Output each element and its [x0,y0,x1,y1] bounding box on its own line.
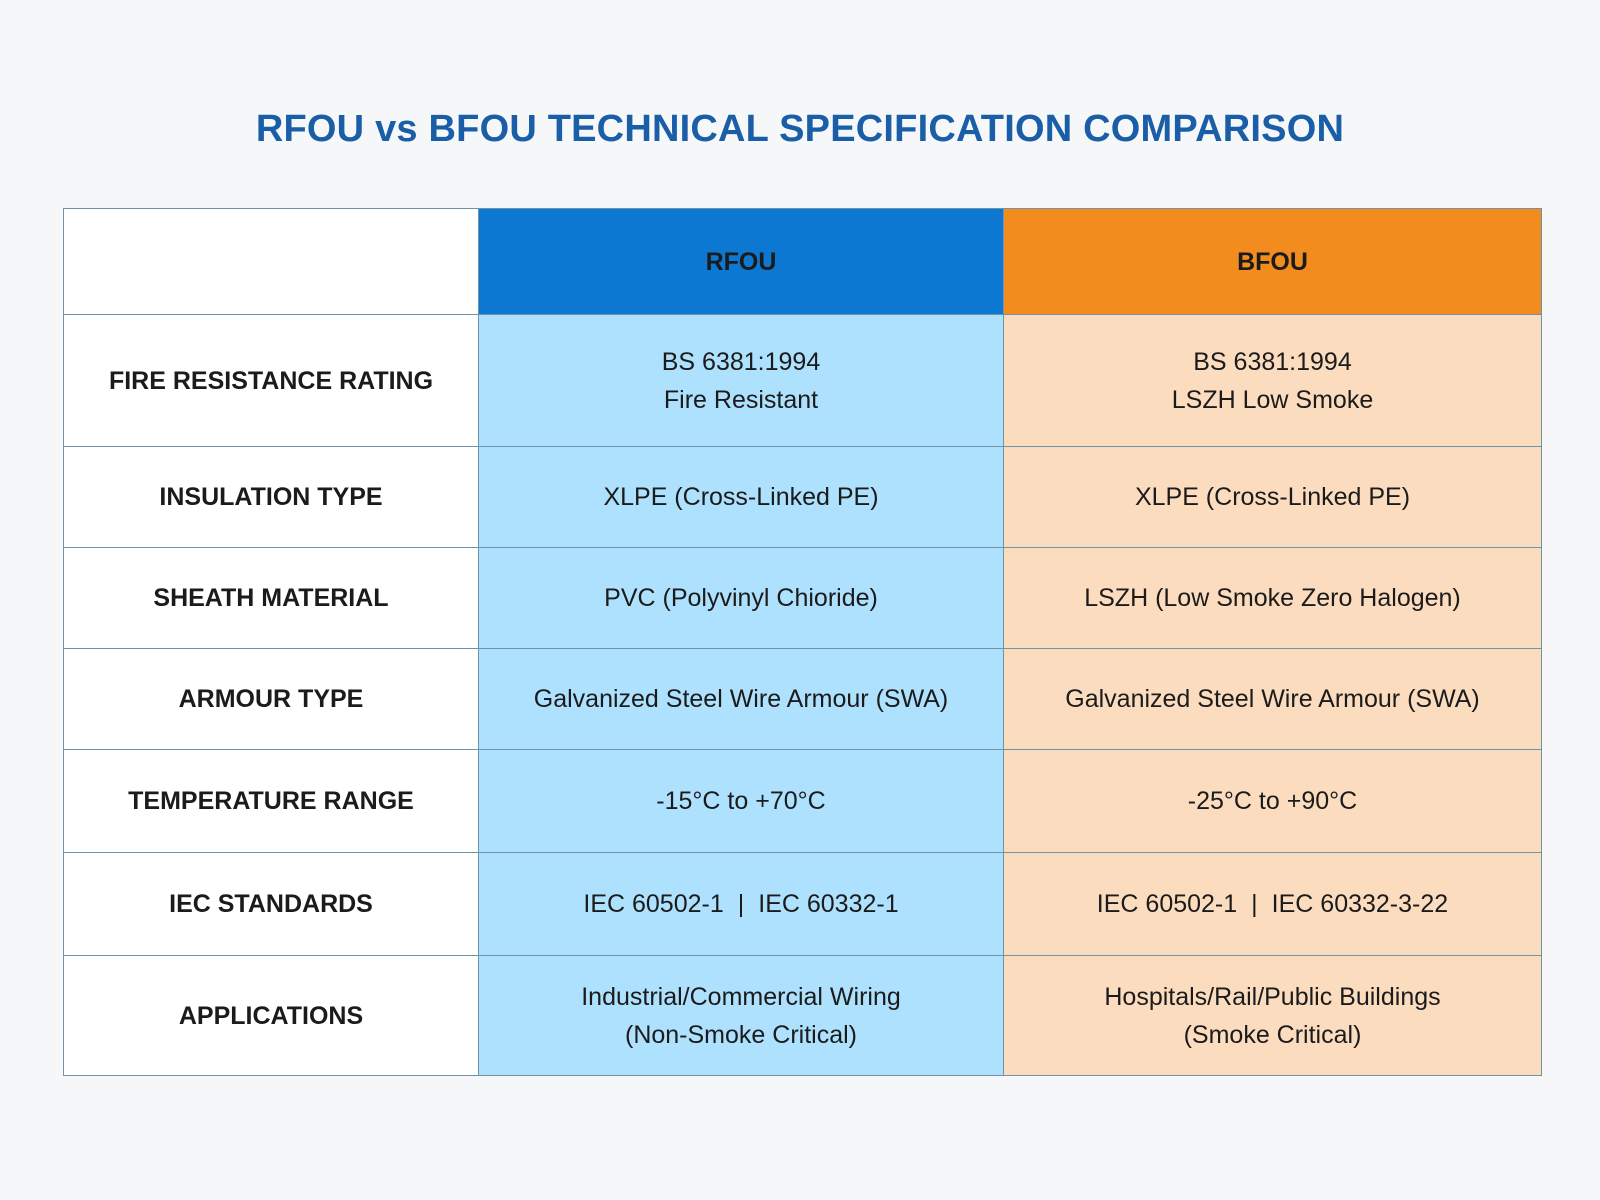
rfou-fire-standard: BS 6381:1994 [661,347,821,376]
bfou-iec-standard-2: IEC 60332-3-22 [1271,890,1449,918]
bfou-application-note: (Smoke Critical) [1183,1020,1362,1049]
rfou-application-primary: Industrial/Commercial Wiring [581,982,901,1011]
table-row-fire-resistance: FIRE RESISTANCE RATING BS 6381:1994 Fire… [63,314,1542,447]
table-row-temperature-range: TEMPERATURE RANGE -15°C to +70°C -25°C t… [63,749,1542,853]
rfou-cell-temperature-range: -15°C to +70°C [478,749,1004,853]
table-row-iec-standards: IEC STANDARDS IEC 60502-1 | IEC 60332-1 IE… [63,852,1542,956]
bfou-application-primary: Hospitals/Rail/Public Buildings [1104,982,1441,1011]
rfou-cell-insulation-type: XLPE (Cross-Linked PE) [478,446,1004,548]
rfou-cell-sheath-material: PVC (Polyvinyl Chioride) [478,547,1004,649]
table-row-applications: APPLICATIONS Industrial/Commercial Wirin… [63,955,1542,1076]
header-corner-cell [63,208,479,315]
rfou-cell-iec-standards: IEC 60502-1 | IEC 60332-1 [478,852,1004,956]
rfou-cell-applications: Industrial/Commercial Wiring (Non-Smoke … [478,955,1004,1076]
page-title: RFOU vs BFOU TECHNICAL SPECIFICATION COM… [255,108,1345,150]
bfou-fire-standard: BS 6381:1994 [1193,347,1352,376]
bfou-cell-applications: Hospitals/Rail/Public Buildings (Smoke C… [1003,955,1542,1076]
rfou-cell-armour-type: Galvanized Steel Wire Armour (SWA) [478,648,1004,750]
bfou-armour-value: Galvanized Steel Wire Armour (SWA) [1065,685,1480,713]
bfou-header: BFOU [1003,208,1542,315]
table-row-insulation-type: INSULATION TYPE XLPE (Cross-Linked PE) X… [63,446,1542,548]
rfou-iec-separator: | [737,890,745,918]
rfou-iec-standard-1: IEC 60502-1 [583,890,724,918]
bfou-iec-standard-1: IEC 60502-1 [1096,890,1238,918]
table-row-armour-type: ARMOUR TYPE Galvanized Steel Wire Armour… [63,648,1542,750]
bfou-cell-fire-resistance: BS 6381:1994 LSZH Low Smoke [1003,314,1542,447]
bfou-sheath-value: LSZH (Low Smoke Zero Halogen) [1084,584,1461,612]
rfou-insulation-value: XLPE (Cross-Linked PE) [603,483,879,511]
bfou-cell-temperature-range: -25°C to +90°C [1003,749,1542,853]
rfou-sheath-value: PVC (Polyvinyl Chioride) [604,584,878,612]
table-row-sheath-material: SHEATH MATERIAL PVC (Polyvinyl Chioride)… [63,547,1542,649]
bfou-cell-armour-type: Galvanized Steel Wire Armour (SWA) [1003,648,1542,750]
row-label-insulation-type: INSULATION TYPE [63,446,479,548]
rfou-header: RFOU [478,208,1004,315]
row-label-applications: APPLICATIONS [63,955,479,1076]
bfou-cell-insulation-type: XLPE (Cross-Linked PE) [1003,446,1542,548]
comparison-table: RFOU BFOU FIRE RESISTANCE RATING BS 6381… [63,208,1542,1076]
row-label-armour-type: ARMOUR TYPE [63,648,479,750]
row-label-iec-standards: IEC STANDARDS [63,852,479,956]
rfou-temperature-value: -15°C to +70°C [656,787,826,815]
rfou-fire-rating: Fire Resistant [663,385,819,414]
rfou-application-note: (Non-Smoke Critical) [625,1020,857,1049]
bfou-cell-iec-standards: IEC 60502-1 | IEC 60332-3-22 [1003,852,1542,956]
rfou-armour-value: Galvanized Steel Wire Armour (SWA) [533,685,949,713]
rfou-iec-standard-2: IEC 60332-1 [758,890,899,918]
bfou-temperature-value: -25°C to +90°C [1187,787,1358,815]
header-row: RFOU BFOU [63,208,1542,315]
bfou-insulation-value: XLPE (Cross-Linked PE) [1134,483,1411,511]
row-label-temperature-range: TEMPERATURE RANGE [63,749,479,853]
bfou-fire-rating: LSZH Low Smoke [1171,385,1374,414]
row-label-sheath-material: SHEATH MATERIAL [63,547,479,649]
bfou-iec-separator: | [1251,890,1258,918]
bfou-cell-sheath-material: LSZH (Low Smoke Zero Halogen) [1003,547,1542,649]
row-label-fire-resistance: FIRE RESISTANCE RATING [63,314,479,447]
rfou-cell-fire-resistance: BS 6381:1994 Fire Resistant [478,314,1004,447]
